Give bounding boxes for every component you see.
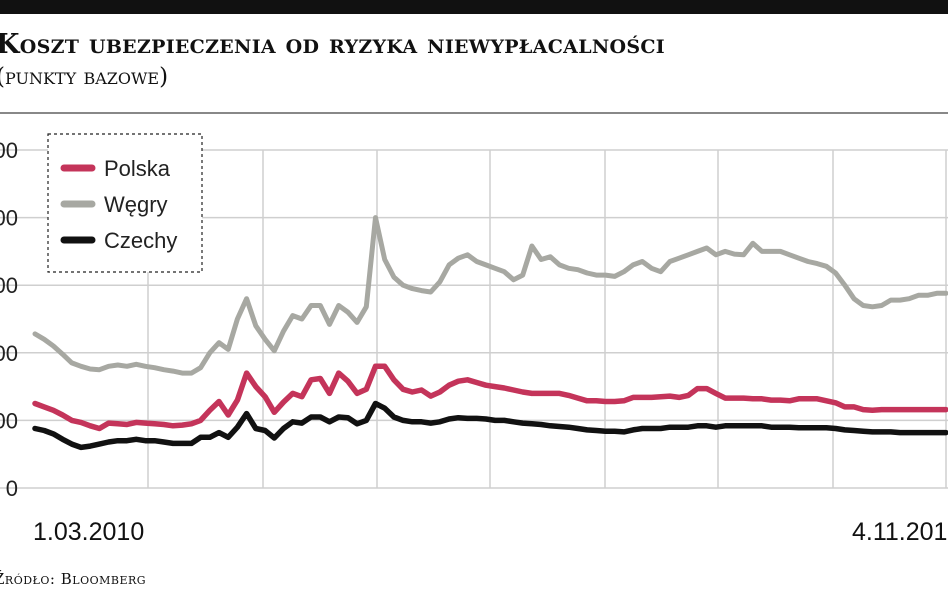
- series-lines: [32, 215, 948, 451]
- x-axis-labels: 1.03.2010 4.11.2010: [33, 518, 948, 546]
- y-tick-label: 100: [0, 408, 18, 433]
- y-tick-label: 300: [0, 273, 18, 298]
- y-tick-label: 400: [0, 206, 18, 231]
- legend-label: Polska: [104, 156, 171, 181]
- legend-label: Węgry: [104, 192, 168, 217]
- legend-label: Czechy: [104, 228, 177, 253]
- legend: Polska Węgry Czechy: [47, 133, 203, 273]
- source-note: Źródło: Bloomberg: [0, 570, 147, 588]
- chart-subtitle: (punkty bazowe): [0, 64, 169, 90]
- title-rule: [0, 112, 948, 114]
- line-chart: 500 400 300 200 100 0 1.03.2010 4.11.2010 Pols…: [0, 133, 948, 546]
- y-tick-label: 500: [0, 138, 18, 163]
- series-line-czechy: [32, 400, 948, 451]
- y-axis-labels: 500 400 300 200 100 0: [0, 138, 18, 501]
- y-tick-label: 0: [6, 476, 18, 501]
- series-line-węgry: [32, 215, 948, 376]
- top-bar: [0, 0, 948, 14]
- x-tick-label-end: 4.11.2010: [852, 518, 948, 546]
- series-line-polska: [32, 363, 948, 432]
- x-tick-label-start: 1.03.2010: [33, 518, 144, 546]
- y-tick-label: 200: [0, 341, 18, 366]
- chart-title: Koszt ubezpieczenia od ryzyka niewypłaca…: [0, 29, 665, 60]
